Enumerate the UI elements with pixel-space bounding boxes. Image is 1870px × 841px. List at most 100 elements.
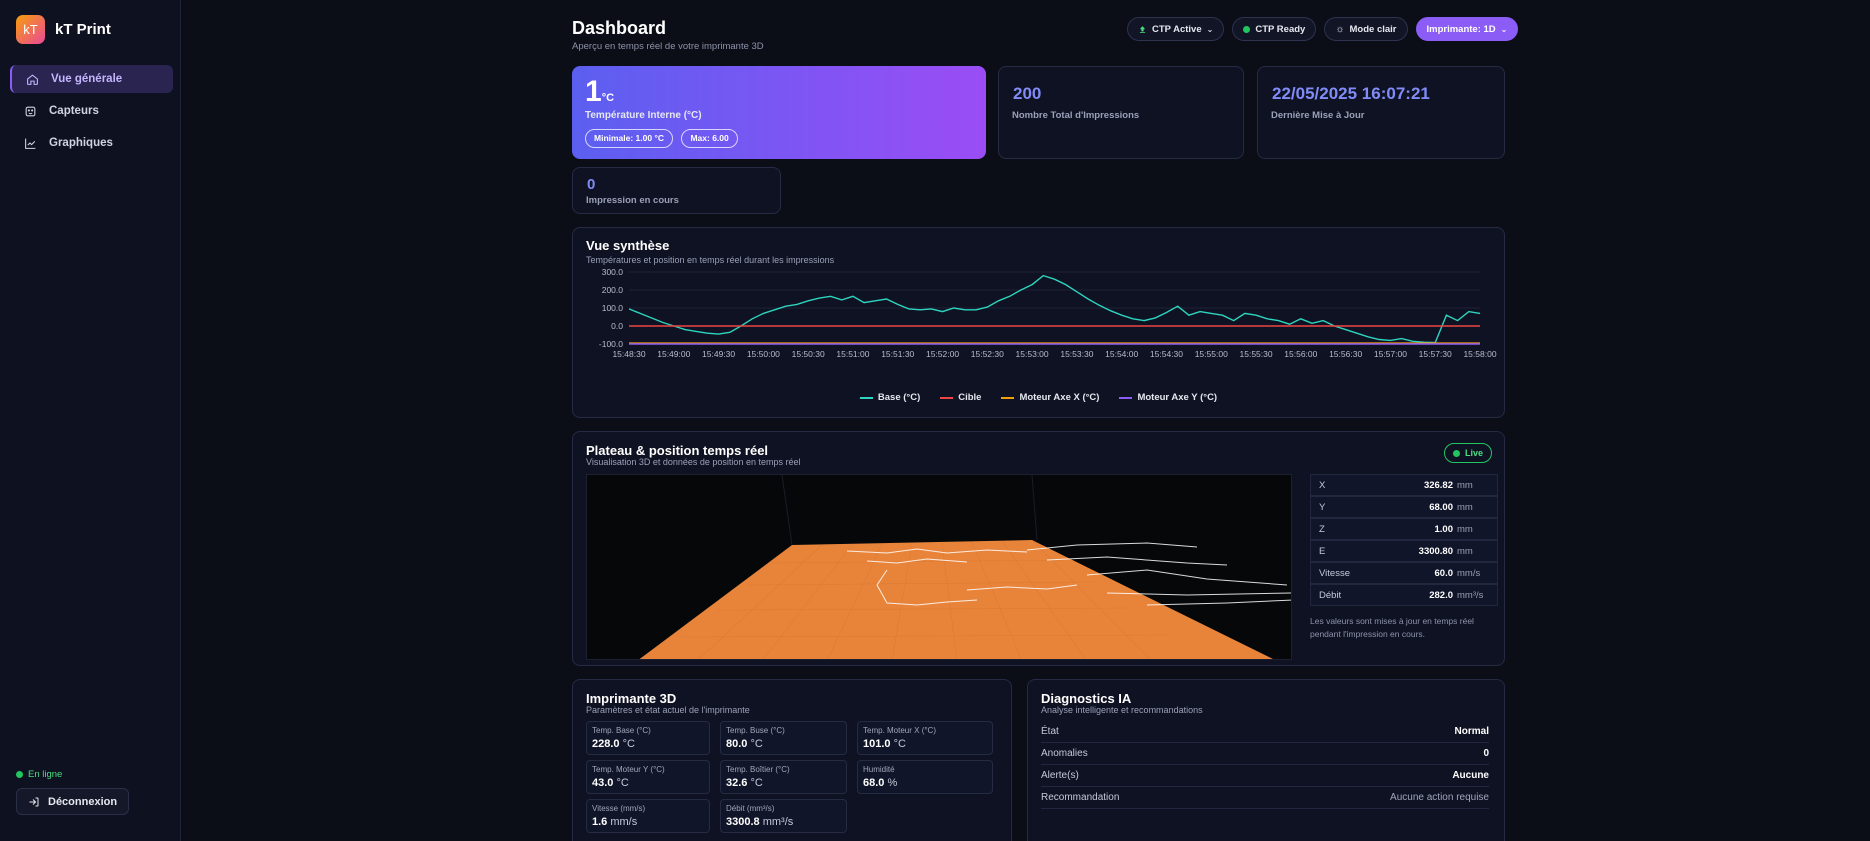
position-row: Y 68.00 mm	[1310, 496, 1498, 518]
sidebar: kT kT Print Vue générale Capteurs Graphi…	[0, 0, 181, 841]
legend-swatch	[1119, 396, 1133, 399]
legend-item[interactable]: Moteur Axe X (°C)	[1001, 392, 1099, 403]
position-value: 1.00	[1434, 523, 1454, 535]
diagnostic-row: Alerte(s) Aucune	[1041, 765, 1489, 787]
printer-select[interactable]: Imprimante: 1D ⌄	[1415, 17, 1519, 41]
x-tick-label: 15:56:00	[1284, 349, 1317, 359]
3d-viewport[interactable]	[586, 474, 1292, 660]
page-title: Dashboard	[572, 18, 667, 38]
position-value: 60.0	[1434, 567, 1454, 579]
total-prints-label: Nombre Total d'Impressions	[1012, 110, 1140, 121]
legend-label: Base (°C)	[877, 392, 921, 403]
logout-label: Déconnexion	[48, 795, 118, 808]
ctp-active-dropdown[interactable]: CTP Active ⌄	[1127, 17, 1225, 41]
x-tick-label: 15:51:00	[836, 349, 869, 359]
legend-swatch	[859, 396, 873, 399]
chevron-down-icon: ⌄	[1206, 24, 1214, 34]
x-tick-label: 15:50:00	[747, 349, 780, 359]
metric-value: 80.0 °C	[726, 738, 763, 750]
x-tick-label: 15:55:00	[1195, 349, 1228, 359]
last-update-value: 22/05/2025 16:07:21	[1272, 84, 1430, 103]
legend-item[interactable]: Moteur Axe Y (°C)	[1119, 392, 1217, 403]
position-key: E	[1319, 545, 1326, 557]
position-key: Débit	[1319, 589, 1342, 601]
diagnostic-key: Anomalies	[1041, 748, 1088, 759]
metric-label: Temp. Base (°C)	[592, 726, 651, 735]
x-tick-label: 15:54:00	[1105, 349, 1138, 359]
metric-value: 228.0 °C	[592, 738, 635, 750]
legend-swatch	[1001, 396, 1015, 399]
metric-label: Vitesse (mm/s)	[592, 804, 646, 813]
sidebar-nav: Vue générale Capteurs Graphiques	[10, 65, 173, 161]
position-key: Z	[1319, 523, 1325, 535]
plateau-card: Plateau & position temps réel Visualisat…	[572, 431, 1505, 666]
metric-tile: Temp. Moteur X (°C) 101.0 °C	[857, 721, 993, 755]
metric-value: 1.6 mm/s	[592, 816, 638, 828]
live-label: Live	[1464, 448, 1483, 458]
sidebar-item-label: Vue générale	[51, 73, 123, 85]
synthese-chart: 300.0 200.0 100.0 0.0 -100.015:48:30 15:49:00…	[599, 267, 1497, 359]
synthese-title: Vue synthèse	[586, 238, 670, 253]
position-unit: mm	[1457, 545, 1473, 557]
internal-temp-card: 1°C Température Interne (°C) Minimale: 1…	[572, 66, 986, 159]
logout-button[interactable]: Déconnexion	[16, 788, 129, 815]
build-plate-3d	[639, 475, 1291, 659]
metric-label: Temp. Buse (°C)	[726, 726, 785, 735]
y-tick-label: 0.0	[611, 321, 623, 331]
sidebar-item-vue-generale[interactable]: Vue générale	[10, 65, 173, 93]
ctp-ready-label: CTP Ready	[1255, 23, 1306, 35]
legend-label: Moteur Axe Y (°C)	[1137, 392, 1218, 403]
metric-tile: Débit (mm³/s) 3300.8 mm³/s	[720, 799, 847, 833]
sidebar-item-label: Capteurs	[49, 105, 99, 117]
position-unit: mm³/s	[1457, 589, 1484, 601]
x-tick-label: 15:55:30	[1240, 349, 1273, 359]
theme-toggle-button[interactable]: ☼ Mode clair	[1324, 17, 1408, 41]
sensor-icon	[25, 106, 36, 116]
position-value: 326.82	[1423, 479, 1453, 491]
sidebar-item-graphiques[interactable]: Graphiques	[10, 129, 173, 157]
synthese-card: Vue synthèse Températures et position en…	[572, 227, 1505, 418]
y-tick-label: 100.0	[602, 303, 624, 313]
diagnostics-card: Diagnostics IA Analyse intelligente et r…	[1027, 679, 1505, 841]
page-subtitle: Aperçu en temps réel de votre imprimante…	[572, 41, 764, 52]
diagnostics-rows: État Normal Anomalies 0 Alerte(s) Aucune Recom…	[1041, 721, 1489, 809]
sidebar-item-capteurs[interactable]: Capteurs	[10, 97, 173, 125]
internal-temp-unit: °C	[601, 92, 615, 104]
metric-value: 43.0 °C	[592, 777, 629, 789]
x-tick-label: 15:48:30	[612, 349, 645, 359]
last-update-card: 22/05/2025 16:07:21 Dernière Mise à Jour	[1257, 66, 1505, 159]
online-status-label: En ligne	[28, 769, 63, 780]
synthese-subtitle: Températures et position en temps réel d…	[586, 255, 835, 265]
position-unit: mm/s	[1457, 567, 1481, 579]
x-tick-label: 15:56:30	[1329, 349, 1362, 359]
metric-tile: Vitesse (mm/s) 1.6 mm/s	[586, 799, 710, 833]
position-table: X 326.82 mm Y 68.00 mm Z 1.00 mm E 3300.80 mm Vitess…	[1310, 474, 1498, 606]
brand[interactable]: kT kT Print	[16, 15, 111, 44]
legend-label: Cible	[958, 392, 982, 403]
diagnostics-subtitle: Analyse intelligente et recommandations	[1041, 705, 1203, 715]
x-tick-label: 15:53:30	[1060, 349, 1093, 359]
x-tick-label: 15:58:00	[1463, 349, 1496, 359]
metric-label: Temp. Moteur X (°C)	[863, 726, 936, 735]
diagnostic-row: État Normal	[1041, 721, 1489, 743]
min-temp-chip: Minimale: 1.00 °C	[585, 129, 674, 148]
diagnostic-row: Recommandation Aucune action requise	[1041, 787, 1489, 809]
temp-range-chips: Minimale: 1.00 °C Max: 6.00	[585, 128, 742, 148]
position-value: 3300.80	[1418, 545, 1453, 557]
printer-title: Imprimante 3D	[586, 691, 677, 706]
position-value: 282.0	[1429, 589, 1453, 601]
status-dot-icon	[16, 771, 23, 778]
online-status: En ligne	[16, 769, 62, 780]
metric-tile: Temp. Moteur Y (°C) 43.0 °C	[586, 760, 710, 794]
ctp-ready-badge[interactable]: CTP Ready	[1232, 17, 1317, 41]
diagnostic-value: Normal	[1454, 726, 1489, 737]
diagnostic-key: Alerte(s)	[1041, 770, 1079, 781]
printer-card: Imprimante 3D Paramètres et état actuel …	[572, 679, 1012, 841]
legend-item[interactable]: Base (°C)	[859, 392, 921, 403]
position-key: X	[1319, 479, 1326, 491]
diagnostic-value: Aucune action requise	[1390, 792, 1489, 803]
x-tick-label: 15:54:30	[1150, 349, 1183, 359]
legend-item[interactable]: Cible	[940, 392, 981, 403]
x-tick-label: 15:52:30	[971, 349, 1004, 359]
position-value: 68.00	[1429, 501, 1453, 513]
